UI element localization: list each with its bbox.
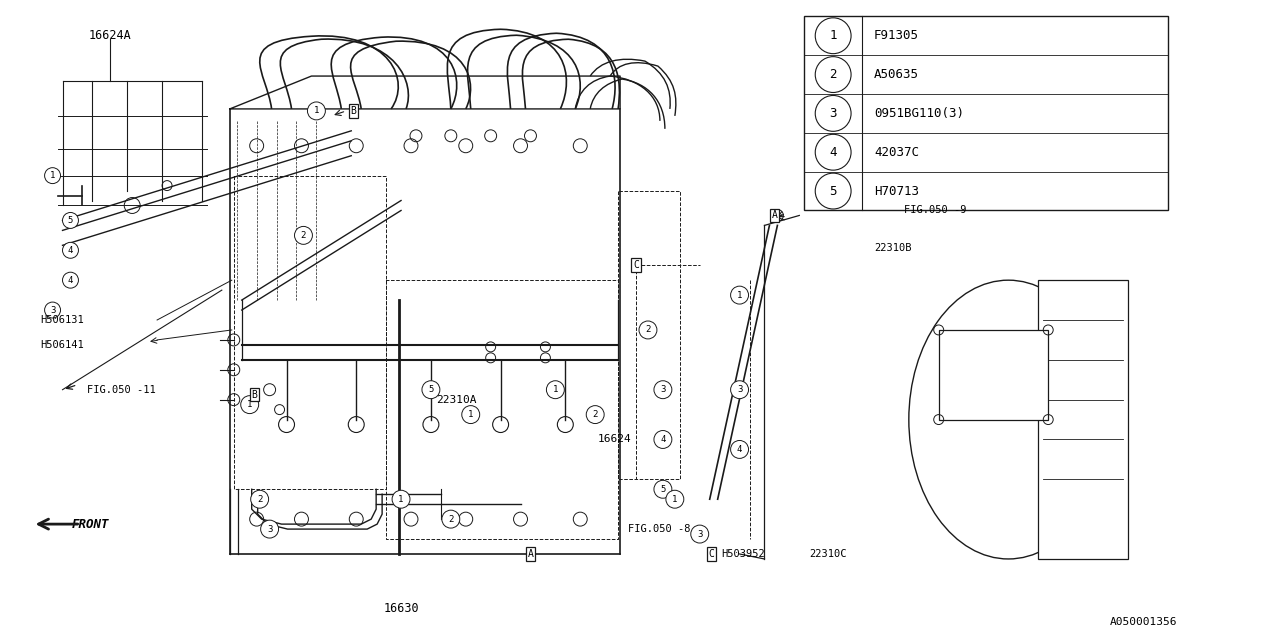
- Circle shape: [654, 480, 672, 498]
- Text: A050001356: A050001356: [1110, 617, 1178, 627]
- Text: 3: 3: [829, 107, 837, 120]
- Text: H506141: H506141: [41, 340, 84, 350]
- Circle shape: [666, 490, 684, 508]
- Text: H506131: H506131: [41, 315, 84, 325]
- Text: 1: 1: [553, 385, 558, 394]
- Text: 1: 1: [672, 495, 677, 504]
- Text: 1: 1: [314, 106, 319, 115]
- Circle shape: [462, 406, 480, 424]
- Text: 2: 2: [829, 68, 837, 81]
- Circle shape: [586, 406, 604, 424]
- Text: H70713: H70713: [874, 184, 919, 198]
- Text: 16624: 16624: [598, 435, 632, 444]
- Text: 4: 4: [68, 276, 73, 285]
- Text: 42037C: 42037C: [874, 146, 919, 159]
- Text: 4: 4: [829, 146, 837, 159]
- Text: 22310C: 22310C: [809, 549, 847, 559]
- Circle shape: [241, 396, 259, 413]
- Text: 1: 1: [468, 410, 474, 419]
- Text: 4: 4: [68, 246, 73, 255]
- Text: B: B: [252, 390, 257, 399]
- Circle shape: [731, 286, 749, 304]
- Text: A: A: [527, 549, 534, 559]
- Text: 5: 5: [660, 484, 666, 494]
- Circle shape: [815, 18, 851, 54]
- Circle shape: [63, 243, 78, 259]
- Text: 2: 2: [593, 410, 598, 419]
- Circle shape: [815, 57, 851, 93]
- Circle shape: [63, 212, 78, 228]
- Text: 1: 1: [50, 171, 55, 180]
- Circle shape: [45, 302, 60, 318]
- Text: FRONT: FRONT: [72, 518, 109, 531]
- Text: 1: 1: [737, 291, 742, 300]
- Text: F91305: F91305: [874, 29, 919, 42]
- Text: 16630: 16630: [383, 602, 419, 615]
- Text: A50635: A50635: [874, 68, 919, 81]
- Circle shape: [63, 272, 78, 288]
- Text: 2: 2: [645, 326, 650, 335]
- Circle shape: [261, 520, 279, 538]
- Circle shape: [422, 381, 440, 399]
- Text: 3: 3: [50, 305, 55, 314]
- Circle shape: [815, 173, 851, 209]
- Text: H503952: H503952: [722, 549, 765, 559]
- Text: 22310A: 22310A: [436, 395, 476, 404]
- Bar: [938, 330, 1048, 420]
- Text: C: C: [709, 549, 714, 559]
- Text: 1: 1: [829, 29, 837, 42]
- Text: 4: 4: [737, 445, 742, 454]
- Text: 4: 4: [660, 435, 666, 444]
- Bar: [1038, 280, 1128, 559]
- Circle shape: [294, 227, 312, 244]
- Circle shape: [731, 381, 749, 399]
- Circle shape: [815, 95, 851, 131]
- Circle shape: [654, 431, 672, 449]
- Text: 3: 3: [737, 385, 742, 394]
- Circle shape: [639, 321, 657, 339]
- Circle shape: [307, 102, 325, 120]
- Text: B: B: [351, 106, 356, 116]
- Bar: [804, 17, 1167, 211]
- Circle shape: [442, 510, 460, 528]
- Text: 1: 1: [398, 495, 403, 504]
- Text: 22310B: 22310B: [874, 243, 911, 253]
- Text: 3: 3: [660, 385, 666, 394]
- Text: 1: 1: [247, 400, 252, 409]
- Text: 5: 5: [429, 385, 434, 394]
- Text: A: A: [772, 211, 777, 220]
- Text: 3: 3: [698, 529, 703, 539]
- Text: FIG.050 -11: FIG.050 -11: [87, 385, 156, 395]
- Text: C: C: [634, 260, 639, 270]
- Text: 5: 5: [68, 216, 73, 225]
- Text: 16624A: 16624A: [88, 29, 132, 42]
- Circle shape: [547, 381, 564, 399]
- Circle shape: [45, 168, 60, 184]
- Text: FIG.050 -8: FIG.050 -8: [628, 524, 690, 534]
- Text: FIG.050 -9: FIG.050 -9: [904, 205, 966, 216]
- Circle shape: [392, 490, 410, 508]
- Text: 0951BG110(3): 0951BG110(3): [874, 107, 964, 120]
- Text: 2: 2: [448, 515, 453, 524]
- Circle shape: [654, 381, 672, 399]
- Circle shape: [815, 134, 851, 170]
- Text: 2: 2: [257, 495, 262, 504]
- Text: 3: 3: [268, 525, 273, 534]
- Circle shape: [251, 490, 269, 508]
- Text: 5: 5: [829, 184, 837, 198]
- Circle shape: [691, 525, 709, 543]
- Circle shape: [731, 440, 749, 458]
- Text: 2: 2: [301, 231, 306, 240]
